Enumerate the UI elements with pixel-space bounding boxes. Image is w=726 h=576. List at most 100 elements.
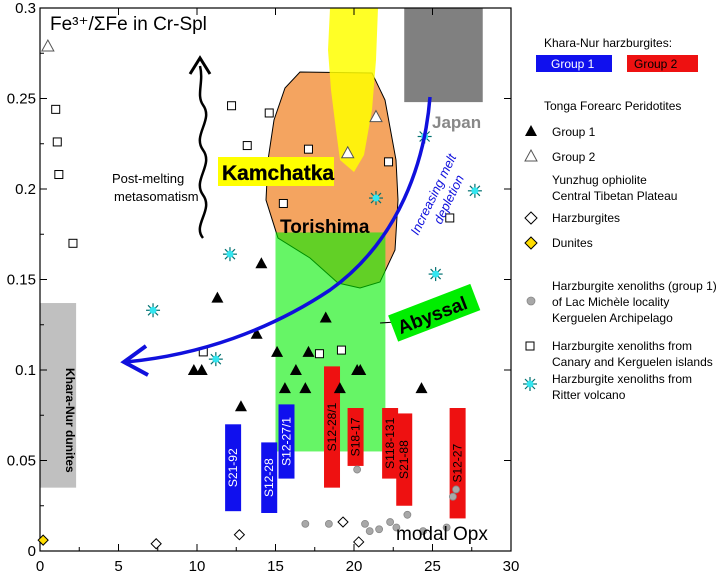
legend-harz-marker [524,211,538,225]
depletion-arrow [125,96,432,364]
legend-tonga-g1-label: Group 1 [552,125,596,139]
legend-canary-line1: Harzburgite xenoliths from [552,339,692,353]
lac-michele-marker [365,527,374,535]
legend-dunites-label: Dunites [552,236,593,250]
canary-kerguelen-marker [51,104,61,114]
x-axis-ticks: 0 5 10 15 20 25 30 [36,8,520,575]
canary-kerguelen-marker [54,170,64,180]
ritter-marker [208,352,223,367]
ritter-marker [467,183,482,198]
y-tick-label: 0.15 [7,272,36,289]
legend-tonga-g2-marker [524,148,538,162]
group2-bar [347,408,364,466]
y-tick-label: 0.1 [15,362,36,379]
harzburgite-marker [353,536,365,548]
group2-bar-label: S12-28/1 [325,402,339,451]
group2-bar [396,413,413,506]
x-tick-label: 10 [189,558,206,575]
japan-field [404,8,483,103]
tonga-g1-marker [195,364,208,375]
x-tick-label: 20 [346,558,363,575]
x-axis-label: modal Opx [396,524,488,545]
group1-bar-label: S12-27/1 [279,417,293,466]
legend-ritter-marker [523,377,537,391]
post-melting-arrowhead [188,55,212,75]
legend-dunites-marker [524,236,538,250]
dunite-marker [37,534,49,546]
legend-lac-line3: Kerguelen Archipelago [552,311,673,325]
legend-lac-line1: Harzburgite xenoliths (group 1) [552,279,717,293]
legend-ritter-line1: Harzburgite xenoliths from [552,372,692,386]
tonga-g1-marker [250,327,263,339]
group1-bar [261,442,278,513]
post-melting-label-line2: metasomatism [114,189,199,204]
depletion-arrowhead [120,344,149,377]
harzburgite-marker [337,516,349,528]
tonga-g1-marker [333,382,346,394]
japan-label: Japan [432,113,481,132]
tonga-g1-marker [187,364,200,375]
tonga-g1-marker [211,291,224,303]
legend-tonga-g2-label: Group 2 [552,150,596,164]
canary-kerguelen-marker [52,137,62,147]
legend-lac-marker [526,296,536,306]
lac-michele-marker [403,510,412,519]
lac-michele-marker [375,525,384,534]
group2-bar-label: S12-27 [451,444,465,483]
canary-kerguelen-marker [384,157,394,167]
legend-ritter-line2: Ritter volcano [552,388,626,402]
canary-kerguelen-marker [336,345,346,355]
post-melting-arrow [198,65,208,239]
y-tick-label: 0 [28,543,36,560]
post-melting-label-line1: Post-melting [112,171,184,186]
tonga-g1-marker [302,345,315,357]
canary-kerguelen-marker [242,141,252,151]
canary-kerguelen-marker [68,238,78,248]
ritter-marker [428,267,443,282]
tonga-g1-marker [271,345,284,357]
canary-kerguelen-marker [227,101,237,111]
tonga-g1-marker [354,364,367,375]
lac-michele-marker [449,492,457,501]
canary-kerguelen-marker [445,213,455,223]
y-tick-label: 0.3 [15,0,36,17]
x-tick-label: 5 [114,558,122,575]
lac-michele-marker [301,519,310,528]
harzburgite-marker [150,538,162,550]
canary-kerguelen-marker [278,198,288,208]
legend-group2-swatch [627,55,698,72]
x-tick-label: 15 [267,558,284,575]
group2-bar [382,408,399,479]
group1-bar [225,424,242,512]
x-tick-label: 25 [424,558,441,575]
khara-dunites-label: Khara-Nur dunites [63,368,77,473]
ritter-marker [222,247,237,262]
group1-bar-label: S21-92 [226,448,240,487]
group2-bar [324,366,341,488]
legend-canary-marker [525,341,535,351]
field-regions [40,8,483,488]
kamchatka-label-bg [218,157,334,186]
canary-kerguelen-marker [314,349,324,359]
lac-michele-marker [419,527,427,535]
kamchatka-field [328,8,378,172]
khara-dunites-field [40,303,77,488]
abyssal-label-bg [388,283,481,342]
legend-tonga-g1-marker [525,125,537,136]
ritter-marker [368,191,383,206]
group2-bar-label: S118-131 [383,417,397,468]
y-tick-label: 0.2 [15,181,36,198]
legend-group1-label: Group 1 [551,57,595,71]
y-tick-label: 0.05 [7,453,36,470]
chart-title: Fe³⁺/ΣFe in Cr-Spl [50,14,207,35]
tonga-g1-marker [319,311,332,323]
x-tick-label: 0 [36,558,44,575]
tonga-g2-marker [340,145,355,159]
group2-bar-label: S21-88 [397,440,411,479]
x-tick-label: 30 [503,558,520,575]
legend-canary-line2: Canary and Kerguelen islands [552,355,713,369]
legend-group1-swatch [536,55,612,72]
canary-kerguelen-marker [303,144,313,154]
lac-michele-marker [392,523,401,532]
tonga-g1-marker [278,382,291,394]
